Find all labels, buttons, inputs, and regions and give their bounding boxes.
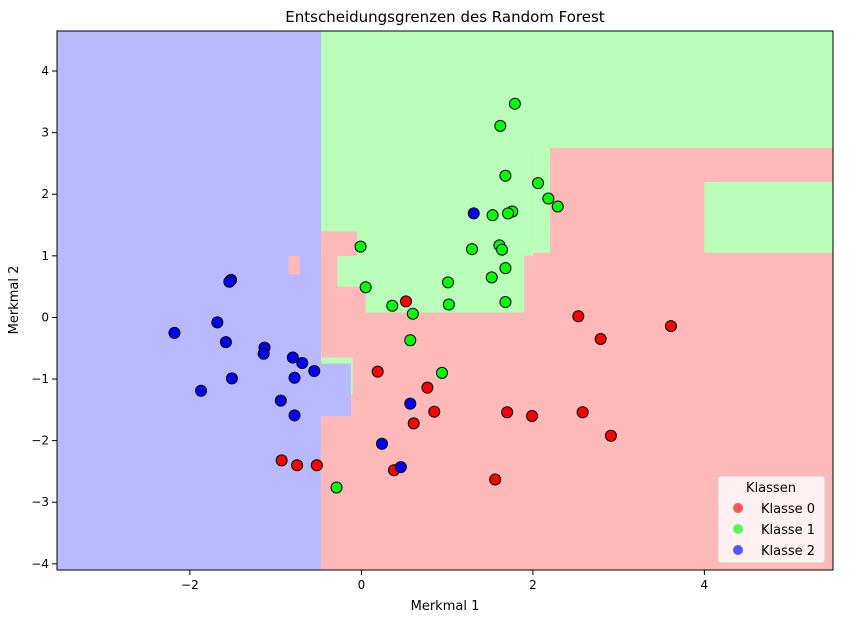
point-klasse-2-5	[219, 336, 232, 349]
region-class-0	[541, 157, 615, 182]
point-klasse-0-8	[407, 417, 420, 430]
legend-label-klasse-0: Klasse 0	[761, 502, 815, 517]
y-tick-label: 4	[41, 64, 49, 78]
point-klasse-2-10	[286, 351, 299, 364]
legend-marker-klasse-1	[733, 524, 743, 534]
point-klasse-2-13	[288, 371, 301, 384]
x-tick-label: −2	[181, 578, 199, 592]
x-tick-label: 0	[358, 578, 366, 592]
point-klasse-1-15	[499, 296, 512, 309]
legend-marker-klasse-0	[733, 503, 743, 513]
point-klasse-0-9	[489, 473, 502, 486]
point-klasse-0-6	[421, 381, 434, 394]
point-klasse-1-18	[406, 307, 419, 320]
x-tick-label: 2	[529, 578, 537, 592]
point-klasse-1-7	[502, 207, 515, 220]
point-klasse-1-0	[508, 97, 521, 110]
legend-label-klasse-2: Klasse 2	[761, 544, 815, 559]
point-klasse-0-2	[291, 459, 304, 472]
y-tick-label: 1	[41, 249, 49, 263]
legend-marker-klasse-2	[733, 545, 743, 555]
decision-regions	[57, 31, 833, 570]
point-klasse-2-17	[375, 437, 388, 450]
y-tick-label: 3	[41, 126, 49, 140]
region-class-2	[314, 363, 352, 416]
point-klasse-1-13	[485, 271, 498, 284]
point-klasse-1-3	[532, 177, 545, 190]
point-klasse-1-19	[359, 281, 372, 294]
y-tick-label: 0	[41, 310, 49, 324]
point-klasse-2-2	[223, 275, 236, 288]
point-klasse-2-16	[404, 397, 417, 410]
point-klasse-2-14	[274, 394, 287, 407]
point-klasse-0-10	[501, 406, 514, 419]
y-tick-label: −1	[31, 372, 49, 386]
point-klasse-1-8	[486, 209, 499, 222]
point-klasse-1-12	[499, 262, 512, 275]
region-class-0	[288, 255, 300, 275]
point-klasse-1-14	[442, 276, 455, 289]
x-axis-label: Merkmal 1	[411, 599, 480, 614]
point-klasse-0-14	[594, 333, 607, 345]
point-klasse-0-13	[576, 406, 589, 419]
x-axis: −2 0 2 4	[181, 570, 708, 592]
point-klasse-2-7	[195, 384, 208, 397]
data-points	[168, 97, 677, 494]
region-class-2	[57, 31, 322, 570]
y-tick-label: −3	[31, 495, 49, 509]
point-klasse-2-11	[296, 357, 309, 370]
point-klasse-0-12	[572, 310, 585, 323]
point-klasse-2-0	[467, 207, 480, 220]
point-klasse-0-3	[310, 459, 323, 472]
y-axis-label: Merkmal 2	[7, 266, 22, 335]
point-klasse-0-1	[275, 454, 288, 467]
point-klasse-1-5	[551, 200, 564, 213]
point-klasse-2-12	[308, 365, 321, 378]
region-class-1	[321, 31, 833, 149]
region-class-1	[532, 148, 551, 253]
plot-frame	[56, 30, 834, 571]
point-klasse-2-18	[394, 461, 407, 474]
y-tick-label: −4	[31, 557, 49, 571]
point-klasse-0-15	[604, 429, 617, 442]
point-klasse-2-9	[257, 347, 270, 360]
y-tick-label: −2	[31, 434, 49, 448]
region-class-1	[337, 255, 366, 287]
point-klasse-0-16	[664, 320, 677, 333]
point-klasse-1-4	[542, 192, 555, 205]
point-klasse-1-1	[494, 119, 507, 132]
point-klasse-1-17	[386, 299, 399, 312]
point-klasse-0-7	[428, 405, 441, 418]
legend: Klassen Klasse 0 Klasse 1 Klasse 2	[717, 475, 826, 564]
point-klasse-1-23	[330, 481, 343, 494]
point-klasse-1-11	[466, 243, 479, 256]
point-klasse-1-10	[496, 243, 509, 256]
point-klasse-1-2	[499, 169, 512, 182]
point-klasse-1-16	[442, 298, 455, 311]
point-klasse-2-6	[225, 372, 238, 385]
point-klasse-2-15	[288, 409, 301, 422]
point-klasse-1-21	[404, 334, 417, 347]
point-klasse-1-20	[354, 240, 367, 253]
point-klasse-1-22	[435, 366, 448, 379]
point-klasse-2-3	[168, 326, 181, 339]
x-tick-label: 4	[701, 578, 709, 592]
point-klasse-0-4	[371, 365, 384, 378]
chart-title: Entscheidungsgrenzen des Random Forest	[285, 8, 605, 26]
region-class-0	[321, 231, 358, 256]
point-klasse-2-4	[211, 316, 224, 329]
legend-box	[717, 475, 826, 564]
legend-label-klasse-1: Klasse 1	[761, 523, 815, 538]
y-tick-label: 2	[41, 187, 49, 201]
region-class-1	[704, 181, 833, 253]
point-klasse-0-0	[399, 295, 412, 308]
point-klasse-0-11	[526, 410, 539, 422]
y-axis: −4 −3 −2 −1 0 1 2 3 4	[31, 64, 57, 571]
legend-title: Klassen	[746, 481, 796, 496]
